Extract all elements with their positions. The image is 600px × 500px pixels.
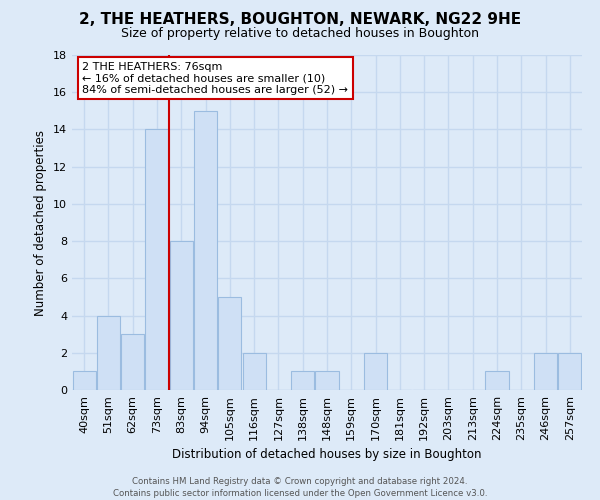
Text: 2 THE HEATHERS: 76sqm
← 16% of detached houses are smaller (10)
84% of semi-deta: 2 THE HEATHERS: 76sqm ← 16% of detached … (82, 62, 348, 95)
Bar (559, 353, 581, 390)
Bar (121, 334, 144, 390)
Bar (145, 130, 169, 390)
Bar (485, 372, 509, 390)
Bar (242, 353, 266, 390)
Bar (316, 372, 338, 390)
Bar (218, 297, 241, 390)
Bar (534, 353, 557, 390)
Bar (194, 111, 217, 390)
Bar (170, 241, 193, 390)
Y-axis label: Number of detached properties: Number of detached properties (34, 130, 47, 316)
Text: 2, THE HEATHERS, BOUGHTON, NEWARK, NG22 9HE: 2, THE HEATHERS, BOUGHTON, NEWARK, NG22 … (79, 12, 521, 28)
Bar (364, 353, 387, 390)
Text: Size of property relative to detached houses in Boughton: Size of property relative to detached ho… (121, 28, 479, 40)
X-axis label: Distribution of detached houses by size in Boughton: Distribution of detached houses by size … (172, 448, 482, 462)
Bar (291, 372, 314, 390)
Bar (97, 316, 120, 390)
Text: Contains HM Land Registry data © Crown copyright and database right 2024.
Contai: Contains HM Land Registry data © Crown c… (113, 476, 487, 498)
Bar (73, 372, 95, 390)
